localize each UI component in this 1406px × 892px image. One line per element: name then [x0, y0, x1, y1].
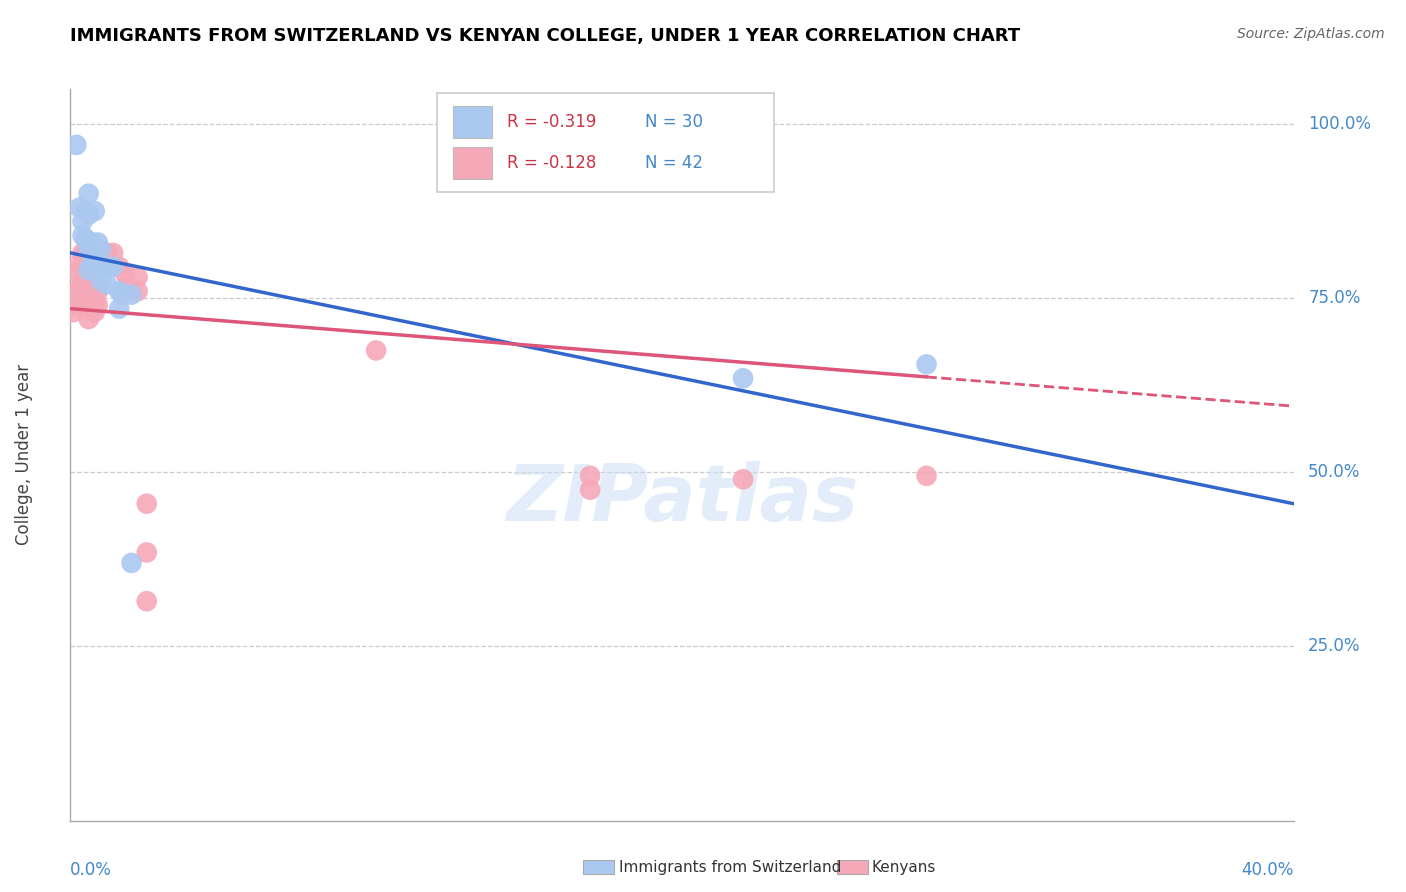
Point — [127, 284, 149, 298]
Point — [72, 246, 94, 260]
Text: IMMIGRANTS FROM SWITZERLAND VS KENYAN COLLEGE, UNDER 1 YEAR CORRELATION CHART: IMMIGRANTS FROM SWITZERLAND VS KENYAN CO… — [70, 27, 1021, 45]
Text: 40.0%: 40.0% — [1241, 861, 1294, 879]
Point — [77, 208, 100, 222]
Point — [121, 556, 143, 570]
Point — [72, 214, 94, 228]
Point — [101, 260, 124, 274]
Point — [87, 284, 110, 298]
Point — [80, 277, 103, 292]
Point — [62, 294, 84, 309]
Point — [366, 343, 388, 358]
Point — [83, 204, 105, 219]
Point — [77, 243, 100, 257]
Point — [114, 267, 136, 281]
Point — [80, 235, 103, 250]
Point — [75, 256, 97, 270]
Text: N = 42: N = 42 — [645, 154, 703, 172]
Point — [96, 277, 118, 292]
Point — [65, 287, 87, 301]
Point — [87, 235, 110, 250]
Point — [69, 281, 91, 295]
Point — [87, 298, 110, 312]
Text: Source: ZipAtlas.com: Source: ZipAtlas.com — [1237, 27, 1385, 41]
Point — [77, 298, 100, 312]
Point — [65, 298, 87, 312]
Point — [75, 246, 97, 260]
Point — [80, 287, 103, 301]
Point — [733, 472, 755, 486]
Point — [77, 284, 100, 298]
Point — [111, 287, 134, 301]
Point — [62, 305, 84, 319]
Bar — [837, 860, 868, 874]
Point — [75, 204, 97, 219]
Text: ZIPatlas: ZIPatlas — [506, 461, 858, 537]
Text: 100.0%: 100.0% — [1308, 115, 1371, 133]
Point — [77, 186, 100, 201]
Text: R = -0.128: R = -0.128 — [508, 154, 596, 172]
Point — [77, 270, 100, 285]
Point — [108, 260, 131, 274]
Point — [114, 281, 136, 295]
Point — [90, 263, 112, 277]
Point — [72, 228, 94, 243]
Point — [75, 267, 97, 281]
Point — [72, 260, 94, 274]
Text: 25.0%: 25.0% — [1308, 638, 1361, 656]
Point — [108, 284, 131, 298]
Point — [135, 594, 157, 608]
Point — [83, 260, 105, 274]
Point — [90, 243, 112, 257]
Point — [65, 137, 87, 152]
Point — [75, 232, 97, 246]
Point — [69, 201, 91, 215]
Text: College, Under 1 year: College, Under 1 year — [15, 364, 32, 546]
Point — [77, 263, 100, 277]
Text: 50.0%: 50.0% — [1308, 463, 1361, 482]
Point — [121, 287, 143, 301]
Point — [915, 357, 938, 371]
Point — [135, 545, 157, 559]
Point — [87, 256, 110, 270]
FancyBboxPatch shape — [437, 93, 773, 192]
Text: 75.0%: 75.0% — [1308, 289, 1361, 307]
Point — [135, 497, 157, 511]
Text: 0.0%: 0.0% — [70, 861, 112, 879]
Point — [83, 305, 105, 319]
Point — [579, 468, 602, 483]
Point — [915, 468, 938, 483]
Point — [72, 274, 94, 288]
FancyBboxPatch shape — [453, 106, 492, 138]
Point — [733, 371, 755, 385]
Point — [127, 270, 149, 285]
Text: R = -0.319: R = -0.319 — [508, 113, 596, 131]
Point — [90, 274, 112, 288]
Point — [96, 260, 118, 274]
Point — [101, 246, 124, 260]
Point — [77, 312, 100, 326]
Point — [96, 260, 118, 274]
Text: N = 30: N = 30 — [645, 113, 703, 131]
Point — [96, 246, 118, 260]
FancyBboxPatch shape — [453, 147, 492, 179]
Point — [69, 267, 91, 281]
Text: Immigrants from Switzerland: Immigrants from Switzerland — [619, 860, 841, 874]
Point — [83, 243, 105, 257]
Point — [579, 483, 602, 497]
Point — [69, 256, 91, 270]
Text: Kenyans: Kenyans — [872, 860, 936, 874]
Bar — [583, 860, 614, 874]
Point — [72, 287, 94, 301]
Point — [83, 294, 105, 309]
Point — [80, 256, 103, 270]
Point — [69, 291, 91, 305]
Point — [108, 301, 131, 316]
Point — [75, 232, 97, 246]
